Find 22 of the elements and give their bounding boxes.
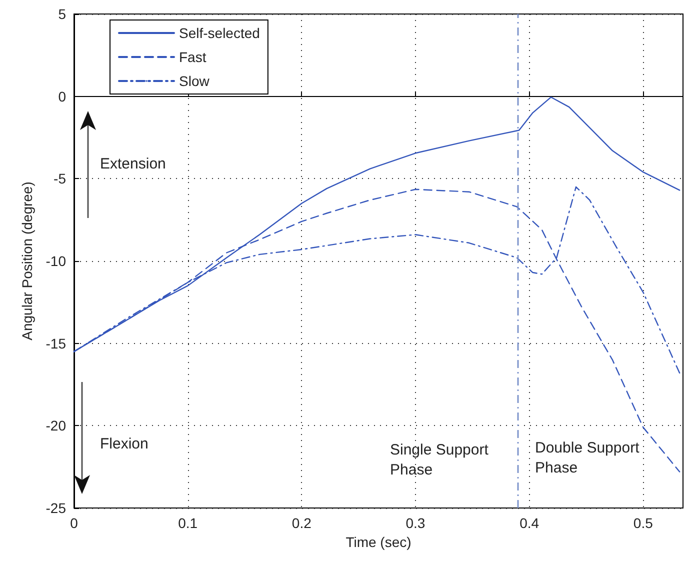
legend-label: Self-selected	[179, 25, 260, 41]
annotation: Extension	[100, 156, 166, 172]
y-tick-label: -25	[46, 500, 66, 516]
y-tick-label: -5	[54, 170, 66, 187]
x-tick-label: 0.1	[178, 515, 198, 531]
x-tick-label: 0.5	[633, 515, 654, 531]
y-axis-title: Angular Position (degree)	[19, 182, 35, 340]
x-axis-title: Time (sec)	[346, 534, 412, 550]
y-tick-label: -10	[46, 253, 66, 269]
x-tick-label: 0.4	[520, 515, 540, 531]
legend-label: Fast	[179, 49, 206, 65]
annotation: Double Support Phase	[535, 440, 640, 476]
annotation: Flexion	[100, 436, 148, 452]
legend-label: Slow	[179, 73, 210, 89]
y-tick-label: 5	[58, 6, 66, 22]
y-tick-label: -15	[46, 335, 66, 352]
x-tick-label: 0.3	[406, 515, 426, 531]
x-tick-label: 0.2	[292, 515, 312, 531]
y-tick-label: 0	[58, 88, 66, 104]
x-tick-label: 0	[70, 515, 78, 531]
y-tick-label: -20	[46, 418, 66, 434]
annotation: Single Support Phase	[390, 442, 490, 478]
